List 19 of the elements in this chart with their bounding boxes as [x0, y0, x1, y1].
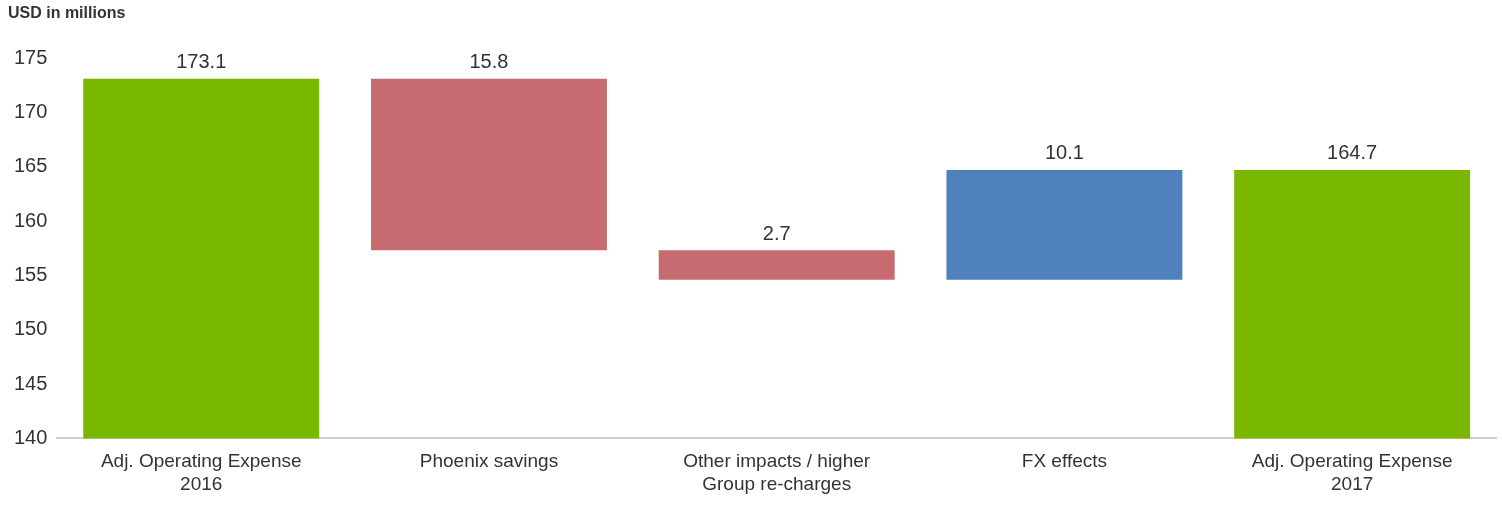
y-tick-label: 145: [13, 371, 48, 394]
y-axis-title: USD in millions: [8, 4, 126, 22]
y-tick-label: 175: [13, 45, 48, 68]
y-tick-label: 160: [13, 208, 48, 231]
y-tick-label: 155: [13, 262, 48, 285]
x-tick-label: Other impacts / higher Group re-charges: [683, 450, 871, 494]
data-label: 164.7: [1327, 141, 1378, 164]
x-tick-label: Adj. Operating Expense 2017: [1251, 450, 1453, 494]
x-tick-label: Phoenix savings: [419, 450, 559, 472]
data-label: 173.1: [176, 50, 227, 73]
y-tick-label: 165: [13, 154, 48, 177]
data-label: 10.1: [1044, 141, 1084, 164]
x-tick-label: FX effects: [1021, 450, 1107, 472]
y-tick-label: 140: [13, 425, 48, 448]
y-tick-label: 150: [13, 317, 48, 340]
data-label: 15.8: [469, 50, 509, 73]
data-label: 2.7: [762, 221, 791, 244]
x-tick-label: Adj. Operating Expense 2016: [100, 450, 302, 494]
y-tick-label: 170: [13, 99, 48, 122]
